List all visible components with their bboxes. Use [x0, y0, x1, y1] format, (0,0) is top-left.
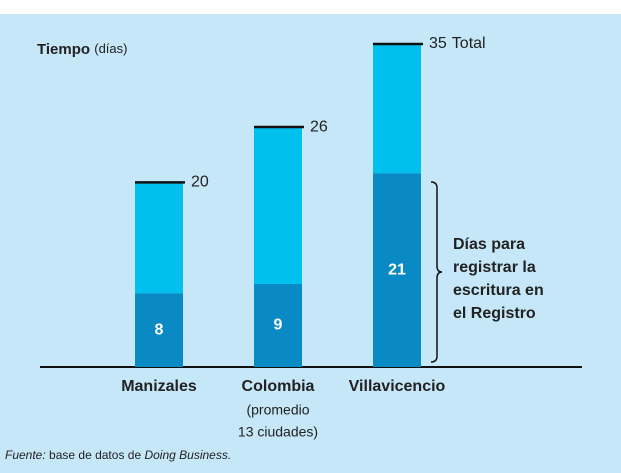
bar-segment	[254, 127, 302, 284]
source-label: Fuente:	[5, 448, 46, 462]
x-tick-label: Villavicencio	[349, 378, 446, 395]
bar-segment	[135, 293, 183, 367]
y-axis-label: Tiempo (días)	[37, 41, 127, 58]
series-label: Días para	[453, 236, 525, 253]
bar-segment	[373, 173, 421, 367]
bar-segment	[254, 283, 302, 367]
value-label: 9	[274, 317, 283, 334]
category-note: 13 ciudades)	[238, 424, 318, 440]
category-note: (promedio	[246, 402, 309, 418]
x-tick-label: Colombia	[242, 378, 315, 395]
bracket	[430, 181, 443, 363]
value-label: 8	[155, 321, 164, 338]
bar-segment	[373, 44, 421, 174]
series-label: registrar la	[453, 259, 536, 276]
series-label: escritura en	[453, 282, 544, 299]
total-label: 26	[310, 118, 328, 135]
total-suffix: Total	[452, 35, 486, 52]
total-label: 20	[191, 174, 209, 191]
total-label: 35	[429, 35, 447, 52]
value-label: 21	[388, 261, 406, 278]
source-italic: Doing Business.	[144, 448, 231, 462]
panel	[0, 14, 621, 473]
y-label-unit: (días)	[94, 41, 127, 56]
source: Fuente: base de datos de Doing Business.	[5, 448, 231, 462]
series-label: el Registro	[453, 305, 536, 322]
source-text: base de datos de	[49, 448, 141, 462]
bar-segment	[135, 182, 183, 294]
x-tick-label: Manizales	[121, 378, 197, 395]
y-label-main: Tiempo	[37, 41, 90, 58]
